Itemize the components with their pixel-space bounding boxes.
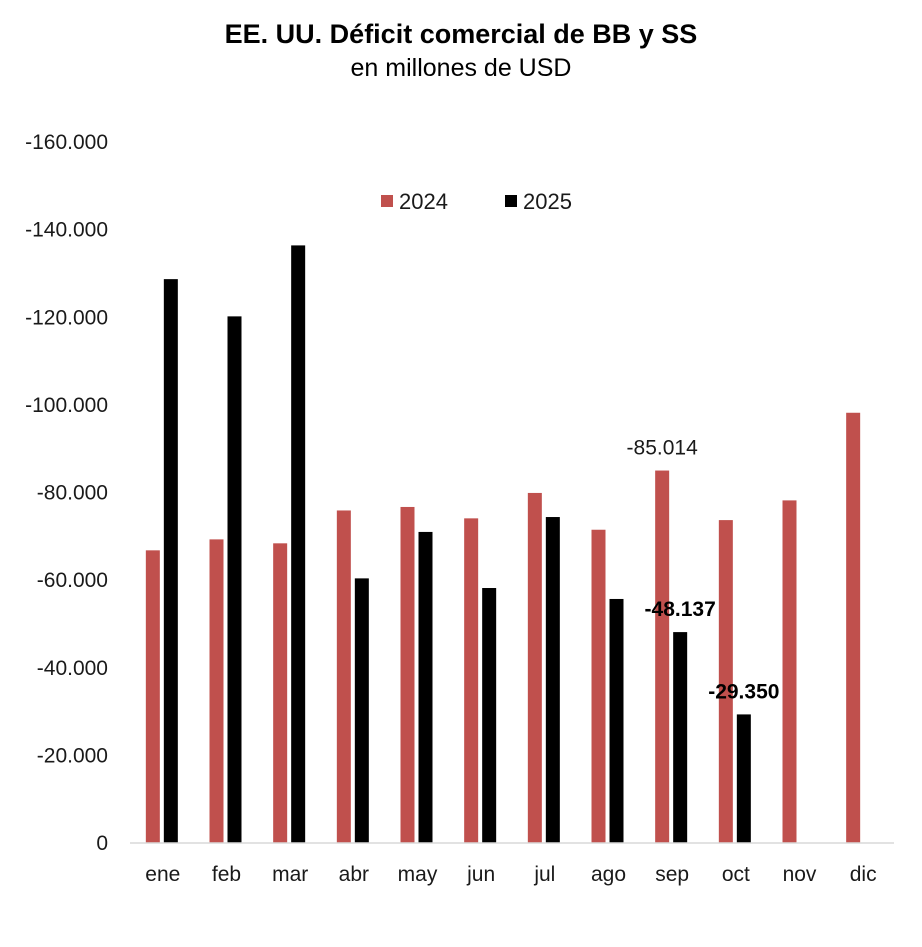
x-tick-label-oct: oct [722, 863, 750, 886]
x-tick-label-dic: dic [850, 863, 877, 886]
y-tick-label: -40.000 [37, 657, 108, 680]
y-axis: 0 -20.000 -40.000 -60.000 -80.000 -100.000 -12… [25, 131, 108, 855]
bar-2024-ene [145, 550, 160, 843]
x-tick-label-ene: ene [145, 863, 180, 886]
bar-2024-oct [718, 520, 733, 843]
y-tick-label: -100.000 [25, 394, 108, 417]
bar-2025-may [418, 531, 433, 843]
bar-2025-sep [673, 632, 688, 843]
y-tick-label: -80.000 [37, 482, 108, 505]
bar-2024-feb [209, 539, 224, 843]
bar-2024-ago [591, 529, 606, 843]
bar-2024-dic [846, 412, 861, 843]
x-tick-label-may: may [398, 863, 438, 886]
y-tick-label: -120.000 [25, 306, 108, 329]
y-tick-label: -140.000 [25, 219, 108, 242]
bar-2024-abr [336, 510, 351, 843]
bar-2025-jun [482, 588, 497, 843]
data-label-2025-sep: -48.137 [645, 598, 716, 621]
x-tick-label-sep: sep [655, 863, 689, 886]
data-label-2024-sep: -85.014 [627, 437, 699, 460]
y-tick-label: 0 [96, 832, 108, 855]
legend-label-2025: 2025 [523, 189, 572, 214]
legend-swatch-2024 [381, 195, 393, 207]
x-tick-label-jun: jun [466, 863, 495, 886]
x-tick-label-feb: feb [212, 863, 241, 886]
x-tick-label-nov: nov [783, 863, 817, 886]
bar-2024-mar [273, 543, 288, 843]
y-tick-label: -60.000 [37, 569, 108, 592]
bar-2024-jul [527, 492, 542, 843]
legend-label-2024: 2024 [399, 189, 448, 214]
y-tick-label: -160.000 [25, 131, 108, 154]
x-axis: ene feb mar abr may jun jul ago sep oct nov dic [145, 863, 876, 886]
chart-title: EE. UU. Déficit comercial de BB y SS [225, 19, 698, 49]
data-label-2025-oct: -29.350 [708, 680, 779, 703]
bar-2025-ago [609, 598, 624, 843]
data-labels: -85.014 -48.137 -29.350 [627, 437, 780, 704]
y-tick-label: -20.000 [37, 744, 108, 767]
bar-2024-may [400, 506, 415, 843]
bar-2025-mar [291, 245, 306, 843]
bars [145, 245, 861, 843]
bar-2025-jul [545, 517, 560, 843]
bar-2025-abr [354, 578, 369, 843]
x-tick-label-mar: mar [272, 863, 308, 886]
chart-subtitle: en millones de USD [351, 54, 572, 82]
x-tick-label-abr: abr [339, 863, 369, 886]
x-tick-label-jul: jul [533, 863, 555, 886]
bar-2025-oct [736, 714, 751, 843]
bar-2025-ene [163, 279, 178, 843]
legend-swatch-2025 [505, 195, 517, 207]
x-tick-label-ago: ago [591, 863, 626, 886]
bar-2025-feb [227, 316, 242, 843]
bar-2024-sep [655, 470, 670, 843]
legend: 2024 2025 [381, 189, 572, 214]
bar-2024-nov [782, 500, 797, 843]
bar-2024-jun [464, 518, 479, 843]
